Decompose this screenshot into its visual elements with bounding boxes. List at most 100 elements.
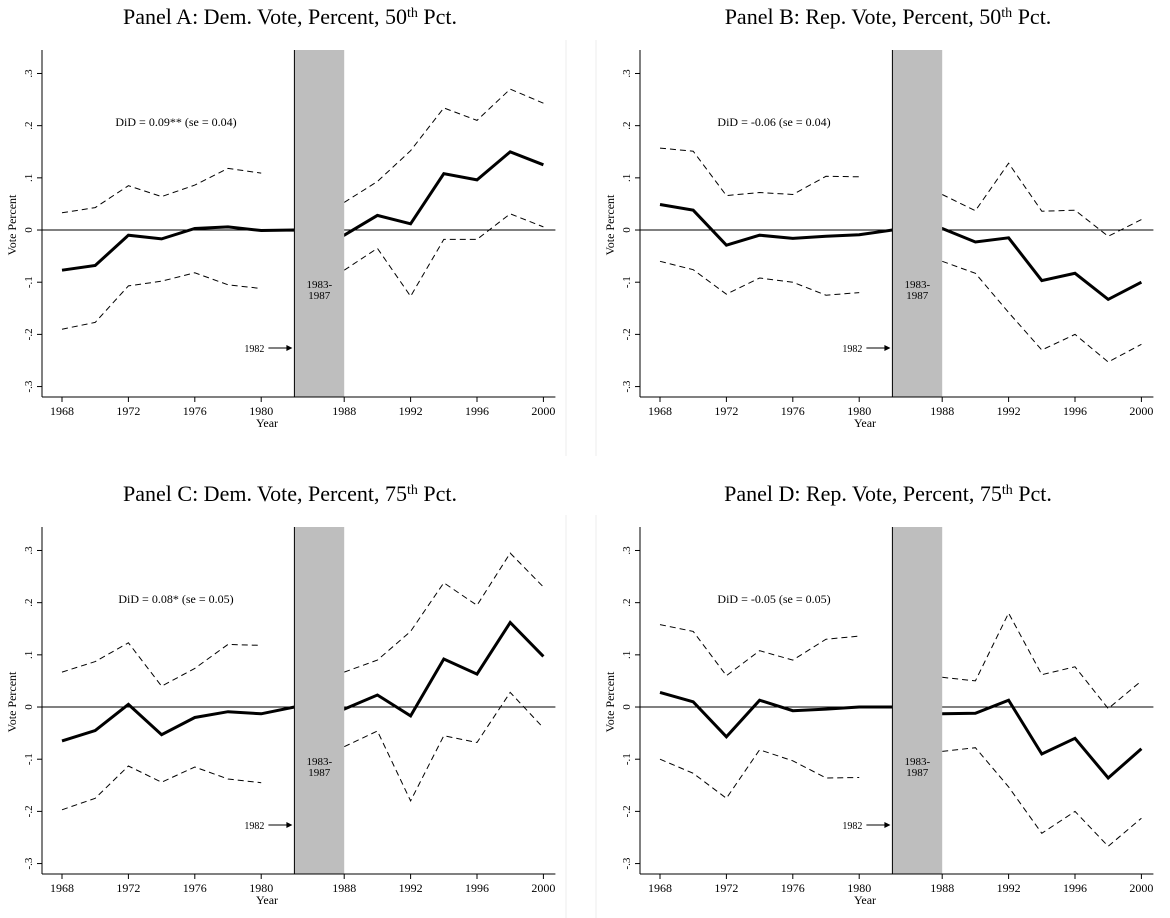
ci-line xyxy=(659,747,1142,847)
x-tick-label: 1976 xyxy=(183,404,207,418)
x-tick-label: 1980 xyxy=(847,404,871,418)
shade-label: 1983-1987 xyxy=(904,756,930,779)
shade-label: 1983-1987 xyxy=(904,279,930,302)
x-tick-label: 1980 xyxy=(249,404,273,418)
arrow-label: 1982 xyxy=(842,344,862,355)
x-tick-label: 1992 xyxy=(997,404,1021,418)
shade-label-line: 1983- xyxy=(306,279,332,291)
x-tick-label: 1992 xyxy=(399,881,423,895)
x-axis-label: Year xyxy=(256,416,278,430)
shade-label-line: 1987 xyxy=(308,290,331,302)
y-axis-label: Vote Percent xyxy=(5,194,19,255)
x-tick-label: 1972 xyxy=(116,881,140,895)
y-tick-label: -.3 xyxy=(621,857,633,869)
x-tick-label: 2000 xyxy=(1129,881,1153,895)
x-tick-label: 1992 xyxy=(399,404,423,418)
y-axis-label: Vote Percent xyxy=(603,194,617,255)
title-part: Pct. xyxy=(1013,481,1052,506)
x-tick-label: 1996 xyxy=(465,404,489,418)
x-axis-label: Year xyxy=(854,416,876,430)
y-tick-label: -.1 xyxy=(23,276,35,288)
arrow-label: 1982 xyxy=(842,821,862,832)
y-axis-label: Vote Percent xyxy=(603,671,617,732)
x-tick-label: 1976 xyxy=(781,881,805,895)
title-part: Panel C: Dem. Vote, Percent, 75 xyxy=(123,481,407,506)
title-part: Panel A: Dem. Vote, Percent, 50 xyxy=(123,4,407,29)
y-tick-label: .2 xyxy=(23,599,35,607)
chart-title: Panel B: Rep. Vote, Percent, 50th Pct. xyxy=(725,4,1052,29)
y-tick-label: -.3 xyxy=(23,380,35,392)
ci-line xyxy=(659,612,1142,710)
y-tick-label: .2 xyxy=(621,122,633,130)
y-tick-label: 0 xyxy=(621,227,633,233)
shade-label-line: 1983- xyxy=(904,279,930,291)
arrow-head xyxy=(286,345,293,351)
shade-label: 1983-1987 xyxy=(306,756,332,779)
annotation: DiD = 0.08* (se = 0.05) xyxy=(118,592,233,606)
x-tick-label: 1988 xyxy=(930,881,954,895)
x-tick-label: 1988 xyxy=(332,404,356,418)
x-axis-label: Year xyxy=(854,893,876,907)
shaded-period xyxy=(892,50,943,397)
y-tick-label: -.3 xyxy=(621,380,633,392)
x-tick-label: 1988 xyxy=(930,404,954,418)
x-tick-label: 1972 xyxy=(116,404,140,418)
ci-line xyxy=(61,213,544,330)
shaded-period xyxy=(294,527,345,874)
title-superscript: th xyxy=(407,483,418,498)
arrow-label: 1982 xyxy=(244,344,264,355)
shade-label-line: 1983- xyxy=(904,756,930,768)
title-superscript: th xyxy=(1002,483,1013,498)
x-tick-label: 1972 xyxy=(714,881,738,895)
arrow-label: 1982 xyxy=(244,821,264,832)
x-tick-label: 1996 xyxy=(1063,404,1087,418)
shade-label-line: 1987 xyxy=(906,767,929,779)
y-axis-label: Vote Percent xyxy=(5,671,19,732)
y-tick-label: .1 xyxy=(23,174,35,182)
x-tick-label: 1972 xyxy=(714,404,738,418)
x-tick-label: 2000 xyxy=(531,881,555,895)
chart-title: Panel A: Dem. Vote, Percent, 50th Pct. xyxy=(123,4,457,29)
y-tick-label: -.2 xyxy=(23,805,35,817)
x-tick-label: 1980 xyxy=(249,881,273,895)
title-part: Pct. xyxy=(1012,4,1051,29)
chart-title: Panel D: Rep. Vote, Percent, 75th Pct. xyxy=(724,481,1052,506)
arrow-head xyxy=(286,822,293,828)
x-tick-label: 1996 xyxy=(1063,881,1087,895)
x-tick-label: 1992 xyxy=(997,881,1021,895)
title-part: Panel B: Rep. Vote, Percent, 50 xyxy=(725,4,1002,29)
x-tick-label: 1996 xyxy=(465,881,489,895)
panel: Panel C: Dem. Vote, Percent, 75th Pct. 19… xyxy=(5,481,556,907)
x-tick-label: 1968 xyxy=(50,404,74,418)
arrow-head xyxy=(884,345,891,351)
panel: Panel D: Rep. Vote, Percent, 75th Pct. 19… xyxy=(603,481,1154,907)
x-axis-label: Year xyxy=(256,893,278,907)
y-tick-label: -.1 xyxy=(621,753,633,765)
ci-line xyxy=(61,691,544,811)
y-tick-label: .3 xyxy=(621,69,633,78)
y-tick-label: .1 xyxy=(621,651,633,659)
x-tick-label: 1988 xyxy=(332,881,356,895)
y-tick-label: .2 xyxy=(621,599,633,607)
title-part: Panel D: Rep. Vote, Percent, 75 xyxy=(724,481,1002,506)
shaded-period xyxy=(294,50,345,397)
annotation: DiD = -0.06 (se = 0.04) xyxy=(717,115,830,129)
x-tick-label: 1968 xyxy=(648,404,672,418)
ci-line xyxy=(61,88,544,214)
shade-label-line: 1987 xyxy=(308,767,331,779)
annotation: DiD = 0.09** (se = 0.04) xyxy=(115,115,236,129)
y-tick-label: .1 xyxy=(23,651,35,659)
shade-label: 1983-1987 xyxy=(306,279,332,302)
y-tick-label: .1 xyxy=(621,174,633,182)
shade-label-line: 1987 xyxy=(906,290,929,302)
title-part: Pct. xyxy=(418,4,457,29)
y-tick-label: 0 xyxy=(23,227,35,233)
ci-line xyxy=(659,147,1142,237)
y-tick-label: -.1 xyxy=(621,276,633,288)
y-tick-label: .3 xyxy=(23,69,35,78)
y-tick-label: -.2 xyxy=(23,328,35,340)
y-tick-label: .3 xyxy=(23,546,35,555)
y-tick-label: -.1 xyxy=(23,753,35,765)
y-tick-label: -.3 xyxy=(23,857,35,869)
shade-label-line: 1983- xyxy=(306,756,332,768)
